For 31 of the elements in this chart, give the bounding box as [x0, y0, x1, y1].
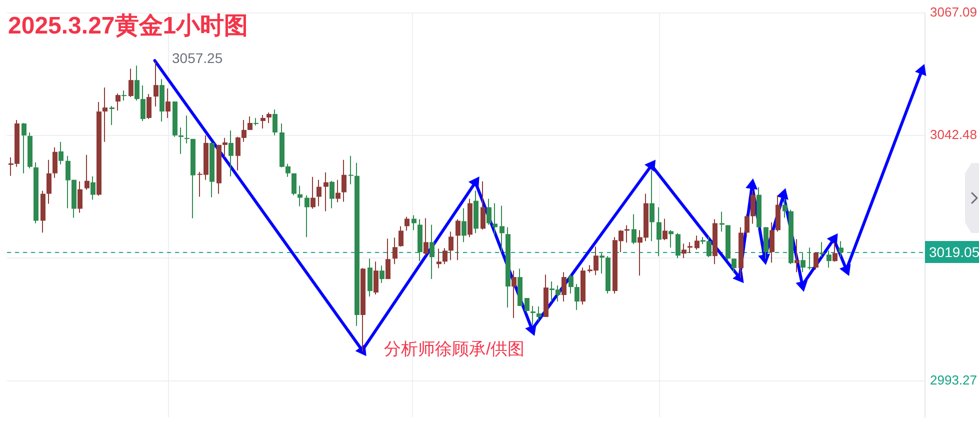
- y-tick-label: 2993.27: [930, 372, 977, 388]
- point: [644, 160, 656, 172]
- point: [758, 254, 770, 266]
- point: [796, 280, 808, 292]
- candlestick: [600, 253, 604, 274]
- candlestick: [110, 106, 114, 125]
- point: [355, 344, 366, 356]
- annotation: 3057.25: [172, 50, 223, 66]
- candlestick: [720, 212, 724, 232]
- y-tick-label: 3042.48: [930, 127, 977, 142]
- point: [746, 178, 758, 190]
- point: [914, 64, 926, 76]
- point: [839, 264, 851, 276]
- y-tick-label: 3067.09: [930, 4, 977, 20]
- candlestick: [624, 225, 630, 243]
- chart-title: 2025.3.27黄金1小时图: [8, 12, 248, 40]
- point: [468, 176, 480, 189]
- ref-line-label: 3019.05: [929, 244, 979, 260]
- candlestick: [348, 156, 354, 184]
- point: [776, 188, 788, 200]
- annotation: 分析师徐顾承/供图: [384, 340, 525, 359]
- candlestick: [820, 242, 824, 258]
- candlestick: [178, 127, 184, 154]
- candlestick: [122, 90, 126, 101]
- candlestick: [102, 88, 108, 142]
- point: [525, 324, 536, 336]
- candlestick: [808, 248, 812, 270]
- candlestick: [794, 239, 800, 272]
- candlestick: [530, 306, 536, 325]
- point: [732, 271, 744, 284]
- candlestick: [184, 115, 190, 144]
